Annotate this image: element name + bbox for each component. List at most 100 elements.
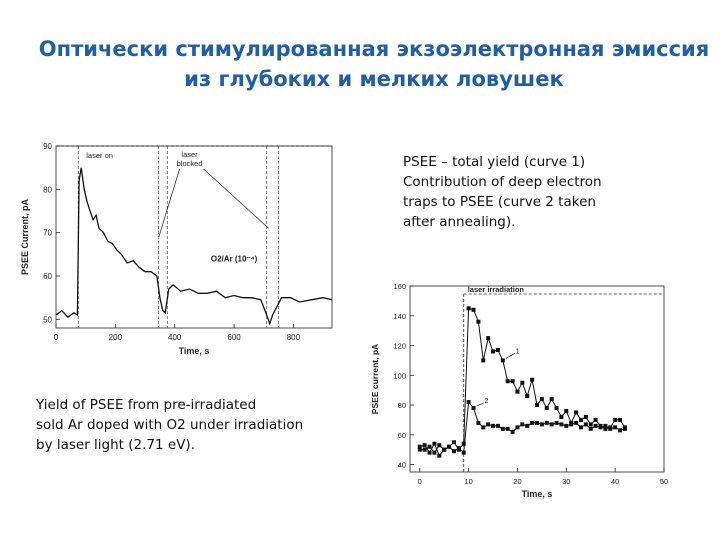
data-point-curve-2 bbox=[535, 420, 539, 425]
x-tick-label: 800 bbox=[287, 333, 301, 342]
y-tick-label: 40 bbox=[398, 461, 406, 470]
irradiation-header-label: laser irradiation bbox=[468, 285, 525, 294]
x-axis-label: Time, s bbox=[522, 489, 553, 499]
data-point-curve-1 bbox=[593, 417, 598, 422]
data-point-curve-2 bbox=[432, 450, 437, 455]
data-point-curve-1 bbox=[564, 408, 569, 413]
x-axis-label: Time, s bbox=[179, 346, 210, 356]
data-point-curve-2 bbox=[515, 425, 520, 430]
data-point-curve-2 bbox=[564, 423, 569, 428]
data-point-curve-1 bbox=[495, 347, 500, 352]
x-tick-label: 10 bbox=[464, 477, 472, 486]
x-tick-label: 200 bbox=[109, 333, 123, 342]
note-total-yield: PSEE – total yield (curve 1) Contributio… bbox=[403, 154, 602, 230]
data-point-curve-2 bbox=[500, 426, 505, 431]
data-point-curve-1 bbox=[539, 397, 544, 402]
data-point-curve-1 bbox=[520, 380, 525, 385]
data-point-curve-2 bbox=[456, 446, 461, 451]
laser-on-label: laser on bbox=[86, 151, 113, 160]
y-axis-label: PSEE current, pA bbox=[370, 344, 380, 414]
data-point-curve-2 bbox=[593, 423, 598, 428]
data-point-curve-1 bbox=[481, 358, 486, 363]
data-point-curve-2 bbox=[447, 444, 452, 449]
x-tick-label: 50 bbox=[660, 477, 668, 486]
data-point-curve-2 bbox=[613, 425, 618, 430]
y-tick-label: 80 bbox=[43, 185, 52, 194]
curve-1-label: 1 bbox=[516, 348, 520, 355]
data-point-curve-1 bbox=[451, 440, 456, 445]
data-point-curve-1 bbox=[574, 410, 579, 415]
data-point-curve-2 bbox=[618, 428, 623, 433]
data-point-curve-2 bbox=[574, 420, 579, 425]
data-point-curve-1 bbox=[530, 377, 535, 382]
title-line-1: Оптически стимулированная экзоэлектронна… bbox=[38, 37, 710, 61]
y-tick-label: 140 bbox=[393, 312, 406, 321]
data-point-curve-1 bbox=[461, 441, 466, 446]
data-point-curve-1 bbox=[588, 422, 593, 427]
data-point-curve-1 bbox=[491, 349, 496, 354]
data-point-curve-2 bbox=[466, 400, 471, 405]
data-point-curve-1 bbox=[603, 426, 608, 431]
data-point-curve-2 bbox=[520, 422, 525, 427]
data-point-curve-2 bbox=[603, 423, 608, 428]
data-point-curve-1 bbox=[554, 406, 559, 411]
y-tick-label: 60 bbox=[398, 431, 406, 440]
data-point-curve-2 bbox=[491, 423, 496, 428]
y-tick-label: 70 bbox=[43, 229, 52, 238]
blocked-pointer-right bbox=[203, 168, 269, 229]
data-point-curve-1 bbox=[535, 403, 539, 408]
x-tick-label: 30 bbox=[562, 477, 570, 486]
curve-2-label: 2 bbox=[485, 398, 489, 405]
data-point-curve-2 bbox=[598, 425, 603, 430]
data-point-curve-2 bbox=[539, 422, 544, 427]
data-point-curve-2 bbox=[622, 426, 627, 431]
data-point-curve-1 bbox=[525, 394, 530, 399]
y-tick-label: 50 bbox=[43, 315, 52, 324]
plot-frame bbox=[55, 145, 333, 329]
data-point-curve-1 bbox=[432, 441, 437, 446]
x-tick-label: 0 bbox=[54, 333, 59, 342]
data-point-curve-1 bbox=[486, 336, 491, 341]
y-axis-label: PSEE Current, pA bbox=[20, 198, 30, 275]
data-point-curve-2 bbox=[549, 422, 554, 427]
x-tick-label: 20 bbox=[513, 477, 521, 486]
x-tick-label: 0 bbox=[418, 477, 422, 486]
gas-composition-label: O2/Ar (10⁻⁴) bbox=[211, 254, 258, 263]
data-point-curve-2 bbox=[476, 420, 481, 425]
data-point-curve-2 bbox=[544, 420, 549, 425]
y-tick-label: 160 bbox=[393, 282, 406, 291]
data-point-curve-2 bbox=[569, 422, 574, 427]
data-point-curve-2 bbox=[417, 447, 422, 452]
page-title: Оптически стимулированная экзоэлектронна… bbox=[0, 34, 720, 94]
data-point-curve-1 bbox=[559, 414, 564, 419]
data-point-curve-1 bbox=[437, 453, 442, 458]
title-line-2: из глубоких и мелких ловушек bbox=[184, 67, 564, 91]
data-point-curve-2 bbox=[471, 406, 476, 411]
data-point-curve-1 bbox=[505, 379, 510, 384]
data-point-curve-1 bbox=[500, 358, 505, 363]
chart-irradiation-psee: 0 10 20 30 40 50 40 60 80 100 120 140 160 Time, s PSEE… bbox=[370, 282, 668, 499]
chart-laser-psee: 0 200 400 600 800 50 60 70 80 90 Time, s PSEE Curre… bbox=[20, 142, 333, 356]
data-point-curve-2 bbox=[505, 426, 510, 431]
series-psee-current bbox=[55, 167, 333, 326]
data-point-curve-2 bbox=[451, 449, 456, 454]
data-point-curve-2 bbox=[437, 443, 442, 448]
y-tick-label: 90 bbox=[43, 142, 52, 151]
note-psee-yield: Yield of PSEE from pre-irradiated sold A… bbox=[36, 397, 304, 453]
data-point-curve-2 bbox=[554, 420, 559, 425]
x-tick-label: 600 bbox=[227, 333, 241, 342]
data-point-curve-1 bbox=[618, 417, 623, 422]
data-point-curve-2 bbox=[608, 426, 613, 431]
y-tick-label: 80 bbox=[398, 401, 406, 410]
data-point-curve-2 bbox=[422, 447, 427, 452]
curve-1-pointer bbox=[505, 353, 515, 359]
y-tick-label: 100 bbox=[393, 371, 406, 380]
data-point-curve-2 bbox=[510, 429, 515, 434]
data-point-curve-1 bbox=[466, 306, 471, 311]
data-point-curve-2 bbox=[525, 423, 530, 428]
plot-frame bbox=[409, 285, 665, 473]
data-point-curve-1 bbox=[613, 417, 618, 422]
x-tick-label: 400 bbox=[168, 333, 182, 342]
data-point-curve-1 bbox=[515, 389, 520, 394]
laser-blocked-label: laser bbox=[181, 150, 198, 159]
